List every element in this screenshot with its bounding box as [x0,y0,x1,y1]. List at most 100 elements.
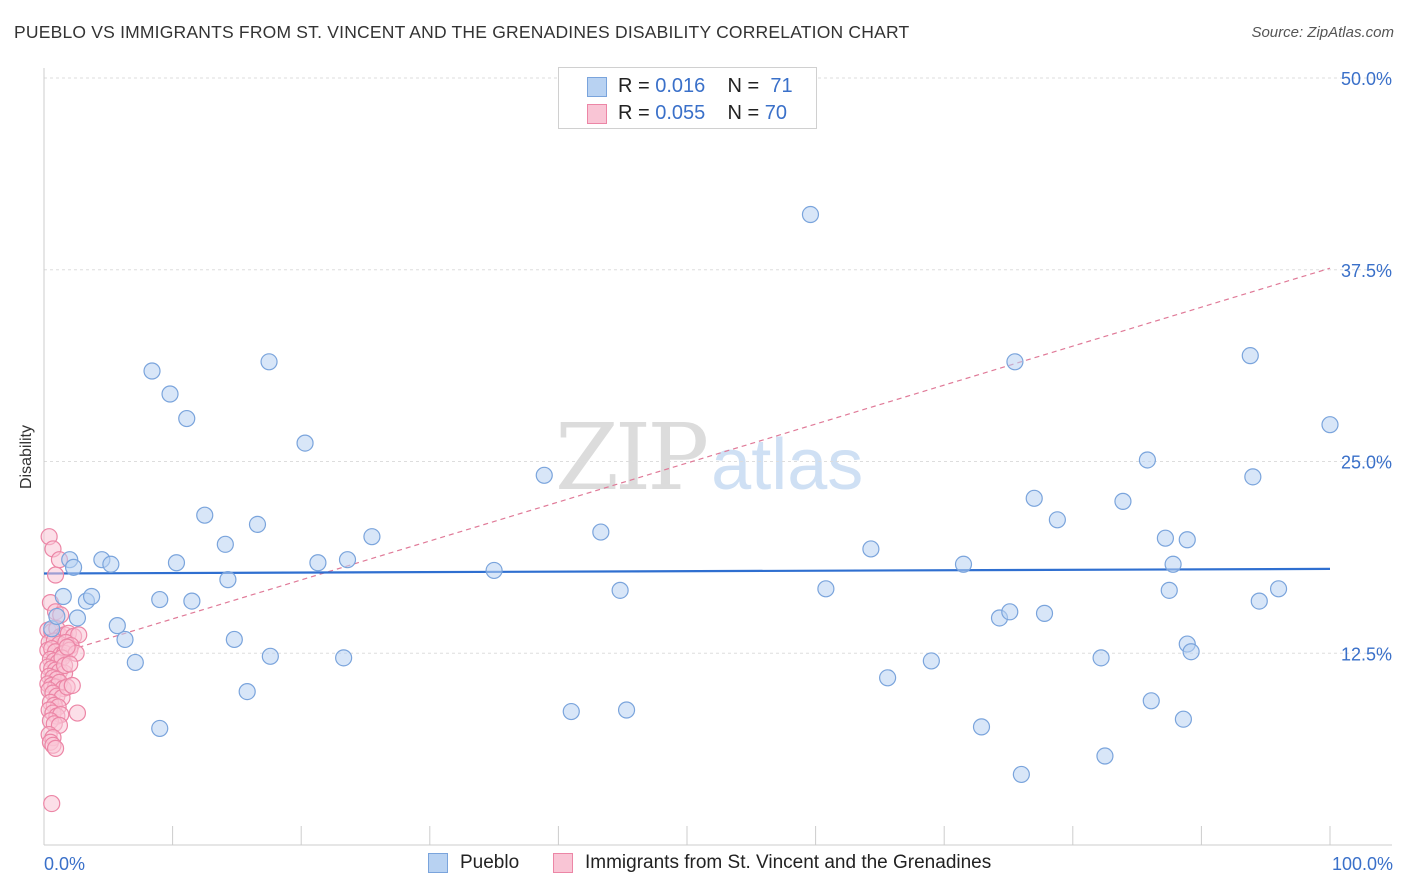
data-point-pueblo [1138,451,1156,469]
data-point-pueblo [116,630,134,649]
trend-line-pueblo [43,567,1331,575]
n-label: N = [727,75,765,97]
data-point-pueblo [296,434,314,452]
data-point-pueblo [1012,765,1030,784]
data-point-pueblo [183,592,201,610]
data-point-pueblo [216,535,234,553]
data-point-pueblo [1025,489,1043,507]
data-point-pueblo [592,523,610,541]
data-point-immigrants [68,704,87,722]
data-point-pueblo [261,647,279,665]
tick-labels: 12.5% 25.0% 37.5% 50.0% 0.0% 100.0% [44,69,1393,874]
data-point-pueblo [143,362,161,380]
immigrants-swatch [587,104,607,124]
x-tick-label: 100.0% [1332,854,1393,874]
data-point-pueblo [1250,592,1268,610]
data-point-pueblo [972,718,991,736]
data-point-pueblo [862,540,880,558]
data-point-pueblo [485,561,503,580]
trend-lines [43,267,1331,659]
data-point-pueblo [178,409,196,428]
data-point-pueblo [1048,511,1066,529]
r-label: R = [618,75,656,97]
data-point-pueblo [225,630,243,649]
data-point-pueblo [161,385,179,403]
data-point-pueblo [1096,747,1114,765]
data-point-pueblo [954,555,973,573]
data-point-pueblo [1182,643,1200,661]
data-point-pueblo [151,719,169,738]
data-point-immigrants [46,566,65,584]
data-point-pueblo [1156,529,1174,547]
data-point-pueblo [82,587,101,606]
immigrants-swatch [553,853,573,873]
data-point-pueblo [1160,581,1178,599]
data-point-pueblo [1092,649,1110,667]
points-immigrants [39,528,88,813]
y-tick-label: 50.0% [1341,69,1392,89]
data-point-pueblo [817,580,835,598]
data-point-pueblo [1164,555,1182,573]
data-point-pueblo [1006,353,1024,371]
data-point-pueblo [363,528,381,546]
data-point-pueblo [801,205,820,224]
pueblo-swatch [428,853,448,873]
data-point-pueblo [54,587,72,606]
data-point-immigrants [58,638,76,656]
data-point-pueblo [335,649,353,667]
source-credit[interactable]: Source: ZipAtlas.com [1251,24,1394,41]
data-point-pueblo [260,353,278,371]
data-point-pueblo [562,702,580,721]
data-point-pueblo [238,682,256,701]
data-point-pueblo [48,607,66,626]
data-point-pueblo [1142,692,1160,710]
y-tick-label: 25.0% [1341,453,1392,473]
axes [43,68,1392,846]
y-tick-label: 37.5% [1341,261,1392,281]
data-point-pueblo [68,609,87,627]
data-point-pueblo [151,590,169,609]
trend-line-immigrants [43,267,1331,659]
data-point-immigrants [61,655,79,673]
data-point-pueblo [1001,603,1019,621]
gridlines [44,77,1392,654]
data-point-pueblo [1114,492,1132,510]
stats-legend: R = 0.016 N = 71 R = 0.055 N = 70 [558,67,817,129]
r-value: 0.055 [655,102,706,124]
legend-label-immigrants: Immigrants from St. Vincent and the Gren… [585,852,992,873]
data-point-immigrants [63,676,81,695]
data-point-immigrants [46,739,65,757]
r-label: R = [618,102,656,124]
data-point-pueblo [535,466,553,484]
y-axis-label: Disability [18,424,35,490]
n-value: 71 [770,75,793,97]
data-point-pueblo [309,554,327,572]
r-value: 0.016 [655,75,706,97]
data-point-pueblo [1269,580,1288,598]
data-point-pueblo [1178,531,1196,549]
data-point-pueblo [1244,468,1262,486]
data-point-pueblo [617,701,636,719]
data-point-pueblo [64,558,83,576]
x-tick-label: 0.0% [44,854,85,874]
data-point-pueblo [248,515,267,533]
data-point-pueblo [1241,347,1259,365]
chart-title: PUEBLO VS IMMIGRANTS FROM ST. VINCENT AN… [14,22,910,42]
legend-label-pueblo: Pueblo [460,852,520,873]
data-point-pueblo [922,652,940,670]
data-point-pueblo [219,571,237,589]
data-point-pueblo [879,669,897,687]
data-point-pueblo [126,653,144,672]
data-point-pueblo [167,554,186,572]
y-tick-label: 12.5% [1341,644,1392,664]
data-point-pueblo [338,551,357,569]
data-point-pueblo [1321,416,1339,434]
data-point-pueblo [1174,710,1192,728]
data-point-pueblo [196,506,214,524]
pueblo-swatch [587,77,607,97]
data-point-pueblo [108,617,126,635]
data-point-immigrants [43,794,61,813]
n-value: 70 [764,102,788,124]
n-label: N = [727,102,765,124]
